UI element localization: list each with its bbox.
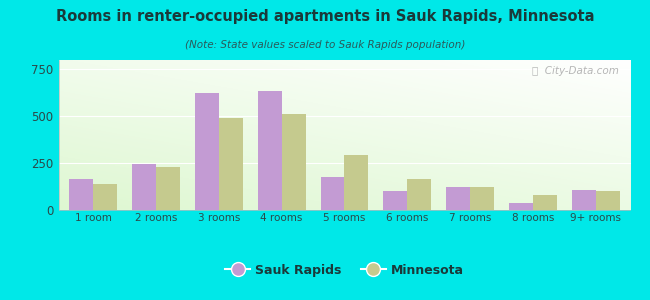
Bar [156, 167, 180, 210]
Bar [258, 91, 281, 210]
Bar [195, 93, 219, 210]
Legend: Sauk Rapids, Minnesota: Sauk Rapids, Minnesota [220, 259, 469, 282]
Text: Rooms in renter-occupied apartments in Sauk Rapids, Minnesota: Rooms in renter-occupied apartments in S… [56, 9, 594, 24]
Bar [69, 179, 93, 210]
Bar [470, 187, 494, 210]
Bar [572, 190, 596, 210]
Bar [408, 179, 431, 210]
Bar [509, 202, 533, 210]
Text: (Note: State values scaled to Sauk Rapids population): (Note: State values scaled to Sauk Rapid… [185, 40, 465, 50]
Bar [596, 191, 620, 210]
Bar [219, 118, 242, 210]
Bar [344, 155, 369, 210]
Bar [447, 187, 470, 210]
Bar [93, 184, 117, 210]
Bar [132, 164, 156, 210]
Bar [320, 177, 344, 210]
Bar [384, 191, 408, 210]
Text: ⓘ  City-Data.com: ⓘ City-Data.com [532, 66, 619, 76]
Bar [533, 195, 557, 210]
Bar [281, 114, 306, 210]
